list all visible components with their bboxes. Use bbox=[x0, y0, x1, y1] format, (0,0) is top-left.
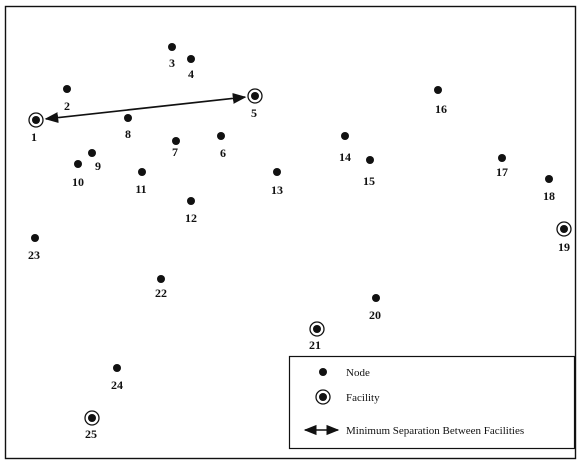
facility-25: 25 bbox=[84, 410, 100, 441]
node-13: 13 bbox=[271, 168, 283, 197]
node-label: 10 bbox=[72, 175, 84, 189]
node-10: 10 bbox=[72, 160, 84, 189]
node-label: 16 bbox=[435, 102, 447, 116]
legend: Node Facility Minimum Separation Between… bbox=[288, 355, 576, 450]
node-label: 9 bbox=[95, 159, 101, 173]
legend-node-label: Node bbox=[346, 367, 370, 379]
node-marker bbox=[341, 132, 349, 140]
legend-facility-symbol bbox=[315, 389, 331, 405]
facility-1: 1 bbox=[28, 112, 44, 144]
node-label: 17 bbox=[496, 165, 508, 179]
node-22: 22 bbox=[155, 275, 167, 300]
node-marker bbox=[217, 132, 225, 140]
node-marker bbox=[31, 234, 39, 242]
node-marker bbox=[313, 325, 321, 333]
node-label: 12 bbox=[185, 211, 197, 225]
node-label: 11 bbox=[135, 182, 146, 196]
node-marker bbox=[187, 197, 195, 205]
node-label: 14 bbox=[339, 150, 351, 164]
node-17: 17 bbox=[496, 154, 508, 179]
node-label: 25 bbox=[85, 427, 97, 441]
node-9: 9 bbox=[88, 149, 101, 173]
node-18: 18 bbox=[543, 175, 555, 203]
node-12: 12 bbox=[185, 197, 197, 225]
legend-separation-label: Minimum Separation Between Facilities bbox=[346, 425, 524, 437]
node-marker bbox=[88, 414, 96, 422]
node-marker bbox=[88, 149, 96, 157]
node-4: 4 bbox=[187, 55, 195, 81]
node-label: 1 bbox=[31, 130, 37, 144]
legend-node-symbol bbox=[319, 368, 327, 376]
node-marker bbox=[560, 225, 568, 233]
legend-facility-label: Facility bbox=[346, 392, 380, 404]
node-2: 2 bbox=[63, 85, 71, 113]
node-marker bbox=[251, 92, 259, 100]
node-marker bbox=[113, 364, 121, 372]
node-marker bbox=[187, 55, 195, 63]
facility-21: 21 bbox=[309, 321, 325, 352]
node-marker bbox=[366, 156, 374, 164]
node-label: 23 bbox=[28, 248, 40, 262]
node-marker bbox=[498, 154, 506, 162]
node-24: 24 bbox=[111, 364, 123, 392]
node-label: 24 bbox=[111, 378, 123, 392]
node-marker bbox=[168, 43, 176, 51]
node-15: 15 bbox=[363, 156, 375, 188]
node-label: 8 bbox=[125, 127, 131, 141]
node-marker bbox=[138, 168, 146, 176]
node-label: 5 bbox=[251, 106, 257, 120]
node-label: 19 bbox=[558, 240, 570, 254]
node-14: 14 bbox=[339, 132, 351, 164]
node-label: 20 bbox=[369, 308, 381, 322]
node-20: 20 bbox=[369, 294, 381, 322]
facility-5: 5 bbox=[247, 88, 263, 120]
node-16: 16 bbox=[434, 86, 447, 116]
node-label: 13 bbox=[271, 183, 283, 197]
node-label: 3 bbox=[169, 56, 175, 70]
node-8: 8 bbox=[124, 114, 132, 141]
node-label: 15 bbox=[363, 174, 375, 188]
node-marker bbox=[74, 160, 82, 168]
node-label: 4 bbox=[188, 67, 194, 81]
node-marker bbox=[124, 114, 132, 122]
node-marker bbox=[545, 175, 553, 183]
facility-19: 19 bbox=[556, 221, 572, 254]
node-label: 22 bbox=[155, 286, 167, 300]
min-separation-arrow bbox=[44, 93, 247, 123]
node-label: 7 bbox=[172, 145, 178, 159]
node-label: 2 bbox=[64, 99, 70, 113]
node-6: 6 bbox=[217, 132, 226, 160]
node-marker bbox=[434, 86, 442, 94]
node-marker bbox=[172, 137, 180, 145]
node-label: 21 bbox=[309, 338, 321, 352]
node-label: 18 bbox=[543, 189, 555, 203]
node-marker bbox=[157, 275, 165, 283]
node-marker bbox=[273, 168, 281, 176]
separation-links bbox=[44, 93, 247, 123]
node-marker bbox=[32, 116, 40, 124]
node-marker bbox=[372, 294, 380, 302]
node-3: 3 bbox=[168, 43, 176, 70]
node-23: 23 bbox=[28, 234, 40, 262]
node-label: 6 bbox=[220, 146, 226, 160]
node-11: 11 bbox=[135, 168, 147, 196]
node-7: 7 bbox=[172, 137, 180, 159]
node-marker bbox=[63, 85, 71, 93]
